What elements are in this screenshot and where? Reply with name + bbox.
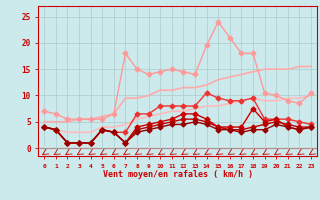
X-axis label: Vent moyen/en rafales ( km/h ): Vent moyen/en rafales ( km/h ) <box>103 170 252 179</box>
